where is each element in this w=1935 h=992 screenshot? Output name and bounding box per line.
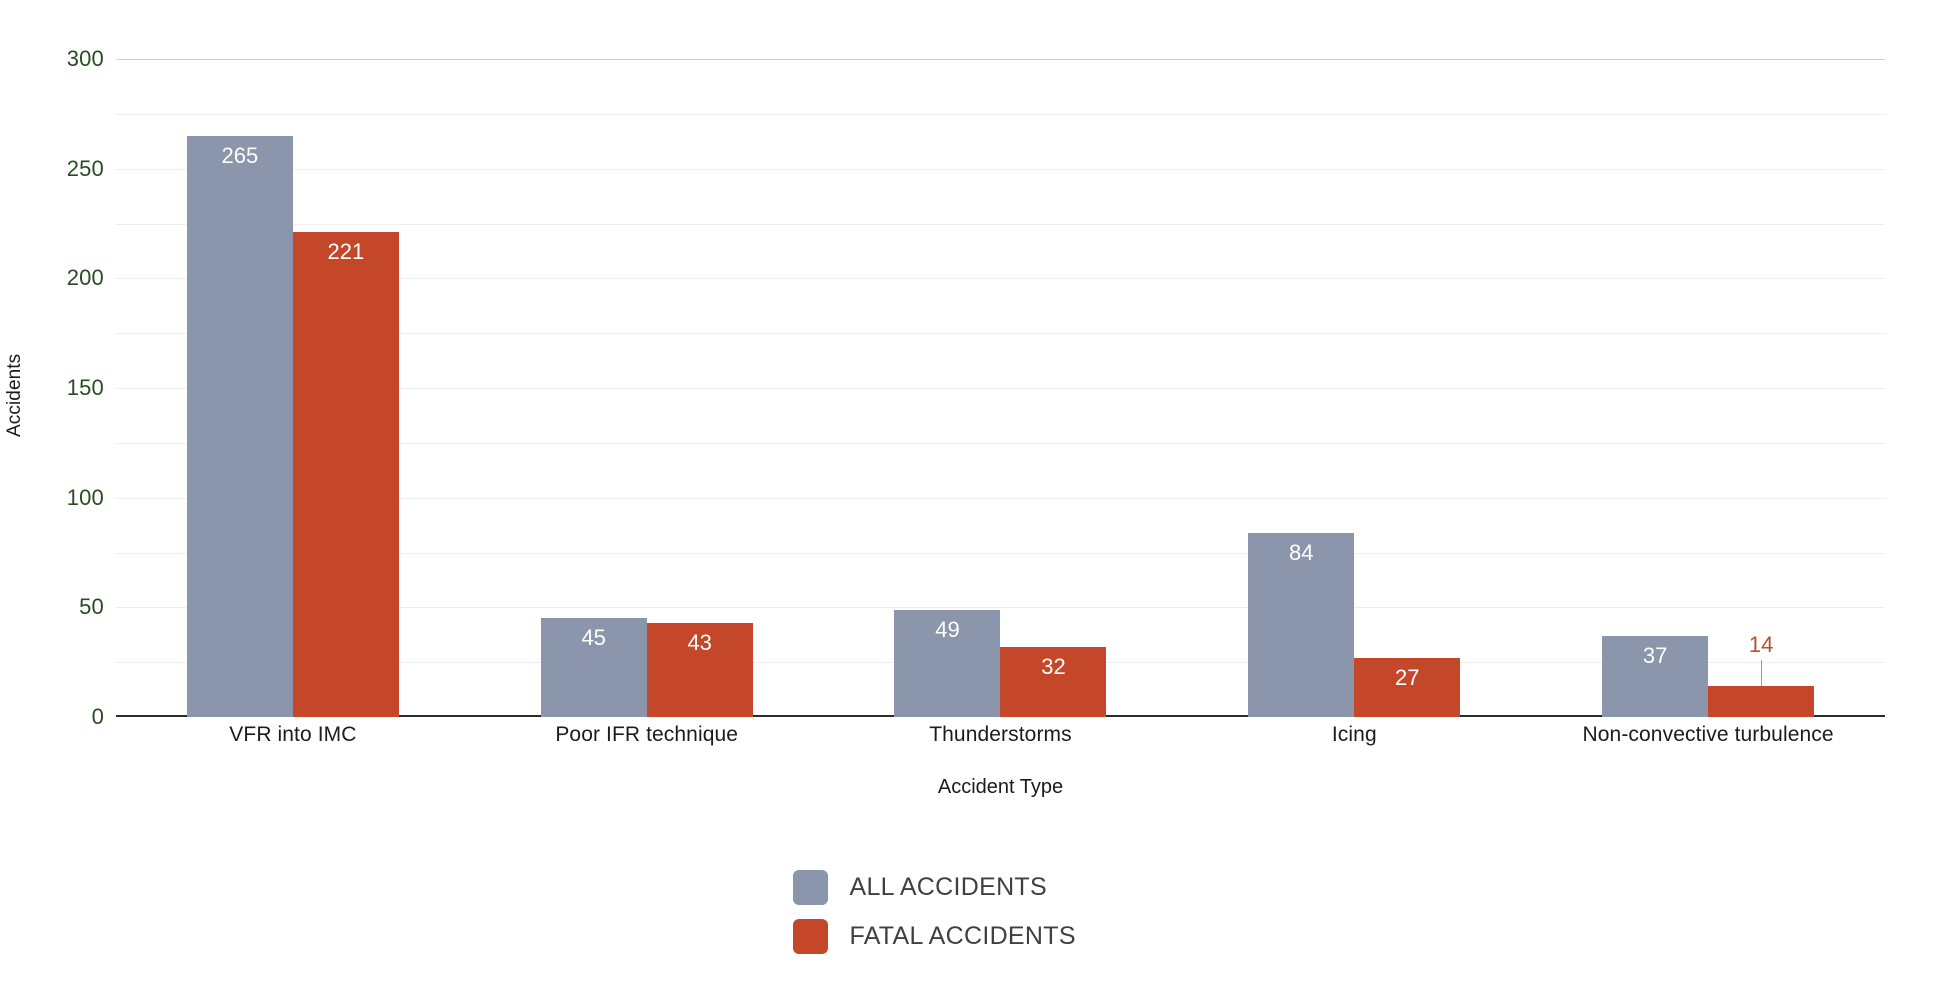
x-axis-tick-label: Thunderstorms bbox=[929, 723, 1072, 746]
bar-value-label: 14 bbox=[1748, 631, 1774, 657]
y-axis-tick-label: 300 bbox=[66, 46, 104, 71]
gridline bbox=[116, 442, 1885, 444]
gridline bbox=[116, 497, 1885, 499]
gridline bbox=[116, 552, 1885, 554]
legend-swatch bbox=[792, 919, 828, 954]
x-axis-tick-label: VFR into IMC bbox=[229, 723, 357, 746]
gridline bbox=[116, 113, 1885, 115]
bar[interactable]: 43 bbox=[646, 622, 753, 717]
bar-value-label: 265 bbox=[221, 142, 259, 168]
y-axis-tick-label: 250 bbox=[66, 155, 104, 181]
chart-legend: ALL ACCIDENTS FATAL ACCIDENTS bbox=[0, 870, 1935, 954]
y-axis-tick-label: 0 bbox=[91, 704, 104, 729]
legend-item[interactable]: ALL ACCIDENTS bbox=[792, 870, 1143, 905]
legend-label: FATAL ACCIDENTS bbox=[849, 922, 1076, 950]
bar[interactable]: 27 bbox=[1354, 657, 1461, 717]
x-axis-tick-label: Icing bbox=[1331, 723, 1377, 746]
y-axis-tick-label: 100 bbox=[66, 484, 104, 510]
bar-group: 265 221 bbox=[116, 59, 470, 717]
bar[interactable]: 14 bbox=[1708, 632, 1815, 717]
bar-value-label: 49 bbox=[935, 616, 960, 642]
bar[interactable]: 45 bbox=[540, 618, 647, 717]
y-axis-tick-labels: 300 250 200 150 100 50 0 bbox=[0, 46, 104, 729]
bar-value-label: 84 bbox=[1289, 539, 1314, 565]
bar-group: 49 32 bbox=[824, 59, 1178, 717]
x-axis-tick-label: Non-convective turbulence bbox=[1582, 723, 1834, 746]
bar[interactable]: 32 bbox=[1000, 646, 1107, 717]
gridline bbox=[116, 59, 1885, 60]
bar[interactable]: 84 bbox=[1248, 532, 1355, 717]
gridline bbox=[116, 168, 1885, 170]
bar-value-label: 27 bbox=[1395, 664, 1420, 690]
legend-item[interactable]: FATAL ACCIDENTS bbox=[792, 919, 1143, 954]
bar-value-label: 221 bbox=[327, 239, 365, 265]
bar-value-label: 45 bbox=[581, 625, 606, 651]
gridline bbox=[116, 278, 1885, 280]
y-axis-tick-label: 200 bbox=[66, 265, 104, 291]
legend-label: ALL ACCIDENTS bbox=[849, 873, 1047, 901]
gridline bbox=[116, 223, 1885, 225]
x-axis-tick-label: Poor IFR technique bbox=[555, 723, 739, 746]
label-leader-line bbox=[1761, 660, 1763, 687]
bar-value-label: 32 bbox=[1041, 653, 1066, 679]
x-axis-tick-labels: VFR into IMC Poor IFR technique Thundersto… bbox=[116, 723, 1885, 757]
x-axis-title: Accident Type bbox=[937, 776, 1064, 798]
bar-value-label: 43 bbox=[687, 629, 712, 655]
bar-value-label: 37 bbox=[1642, 642, 1668, 668]
y-axis-tick-label: 50 bbox=[79, 594, 104, 620]
y-axis-tick-label: 150 bbox=[66, 375, 104, 400]
bar-groups: 265 221 45 43 49 32 84 27 37 14 bbox=[116, 59, 1885, 717]
legend-swatch bbox=[792, 870, 828, 905]
gridline bbox=[116, 333, 1885, 335]
bar-group: 45 43 bbox=[470, 59, 824, 717]
bar[interactable]: 37 bbox=[1602, 635, 1709, 717]
gridline bbox=[116, 388, 1885, 389]
bar-group: 84 27 bbox=[1177, 59, 1531, 717]
gridline bbox=[116, 607, 1885, 609]
bar[interactable]: 265 bbox=[186, 135, 293, 717]
bar[interactable]: 221 bbox=[292, 232, 399, 717]
bar[interactable]: 49 bbox=[894, 609, 1001, 717]
bar-group: 37 14 bbox=[1531, 59, 1885, 717]
